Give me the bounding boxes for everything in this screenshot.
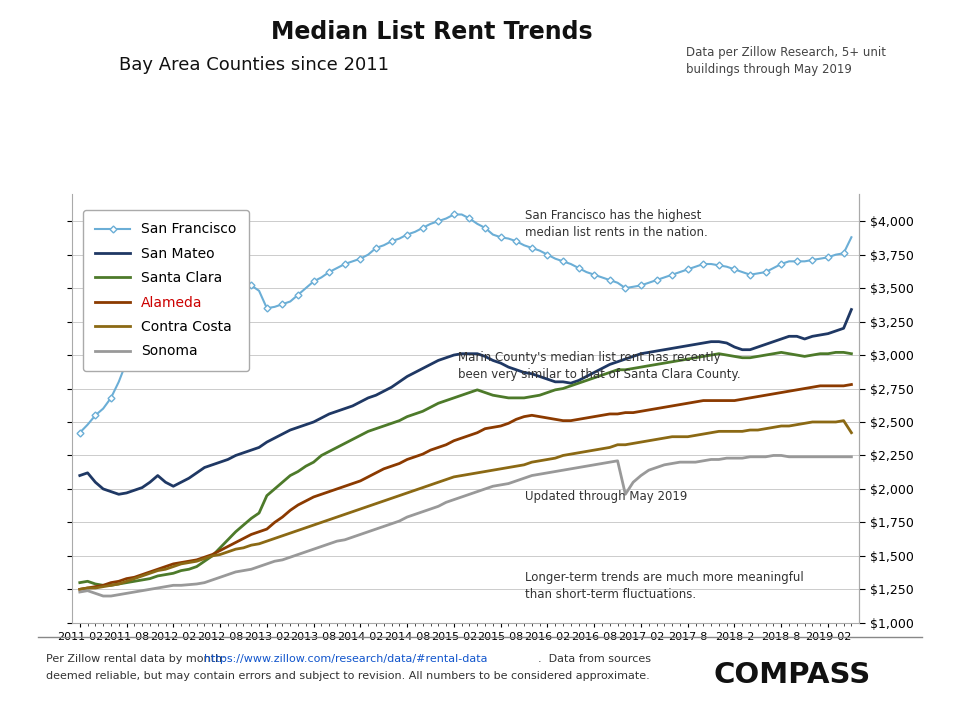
Text: Updated through May 2019: Updated through May 2019 [524,490,687,503]
Line: Sonoma: Sonoma [80,456,852,596]
Text: Per Zillow rental data by month:: Per Zillow rental data by month: [46,654,229,664]
Santa Clara [799,352,810,361]
Santa Clara [74,578,85,587]
Alameda [74,585,85,594]
Sonoma [823,452,834,461]
Legend: San Francisco, San Mateo, Santa Clara, Alameda, Contra Costa, Sonoma: San Francisco, San Mateo, Santa Clara, A… [83,210,249,371]
San Mateo [229,451,241,460]
Sonoma [74,588,85,596]
Alameda [846,380,857,389]
Alameda [471,428,483,437]
Contra Costa [838,416,850,425]
San Francisco [479,223,491,232]
Text: Median List Rent Trends: Median List Rent Trends [271,20,593,45]
San Francisco [814,254,826,263]
Sonoma [768,451,780,460]
Contra Costa [806,418,818,426]
San Mateo [113,490,125,498]
Alameda [222,542,233,551]
Santa Clara [823,349,834,358]
Line: Contra Costa: Contra Costa [80,420,852,590]
Santa Clara [479,388,491,397]
Line: San Francisco: San Francisco [78,212,853,435]
San Francisco [253,287,265,295]
Santa Clara [846,349,857,358]
Text: .  Data from sources: . Data from sources [538,654,651,664]
Alameda [253,528,265,536]
Santa Clara [541,388,553,397]
Text: https://www.zillow.com/research/data/#rental-data: https://www.zillow.com/research/data/#re… [204,654,488,664]
Contra Costa [471,469,483,477]
Text: Longer-term trends are much more meaningful
than short-term fluctuations.: Longer-term trends are much more meaning… [524,572,804,601]
Text: deemed reliable, but may contain errors and subject to revision. All numbers to : deemed reliable, but may contain errors … [46,671,650,681]
San Francisco [448,210,460,219]
Contra Costa [783,422,795,431]
Sonoma [799,452,810,461]
Sonoma [261,559,273,568]
San Mateo [541,375,553,384]
Contra Costa [222,547,233,556]
Text: Marin County's median list rent has recently
been very similar to that of Santa : Marin County's median list rent has rece… [458,351,740,381]
Alameda [783,387,795,395]
Contra Costa [534,456,545,465]
Contra Costa [253,539,265,548]
San Francisco [222,290,233,299]
San Francisco [74,428,85,437]
Santa Clara [97,581,108,590]
Santa Clara [261,491,273,500]
San Mateo [846,305,857,314]
San Francisco [791,257,803,266]
Sonoma [541,469,553,477]
San Francisco [541,251,553,259]
Contra Costa [74,585,85,594]
San Mateo [74,471,85,480]
Text: Data per Zillow Research, 5+ unit
buildings through May 2019: Data per Zillow Research, 5+ unit buildi… [686,46,886,76]
San Mateo [479,352,491,361]
Text: Bay Area Counties since 2011: Bay Area Counties since 2011 [119,55,390,73]
Sonoma [97,592,108,600]
Line: San Mateo: San Mateo [80,310,852,494]
Text: San Francisco has the highest
median list rents in the nation.: San Francisco has the highest median lis… [524,210,708,239]
Line: Santa Clara: Santa Clara [80,352,852,585]
Sonoma [479,485,491,493]
Text: COMPASS: COMPASS [713,662,871,689]
Alameda [534,413,545,421]
Sonoma [229,567,241,576]
Sonoma [846,452,857,461]
Alameda [806,383,818,392]
Line: Alameda: Alameda [80,384,852,590]
San Mateo [261,438,273,446]
San Francisco [846,233,857,241]
San Mateo [791,332,803,341]
Santa Clara [776,348,787,356]
Santa Clara [229,528,241,536]
San Mateo [814,330,826,339]
Contra Costa [846,428,857,437]
